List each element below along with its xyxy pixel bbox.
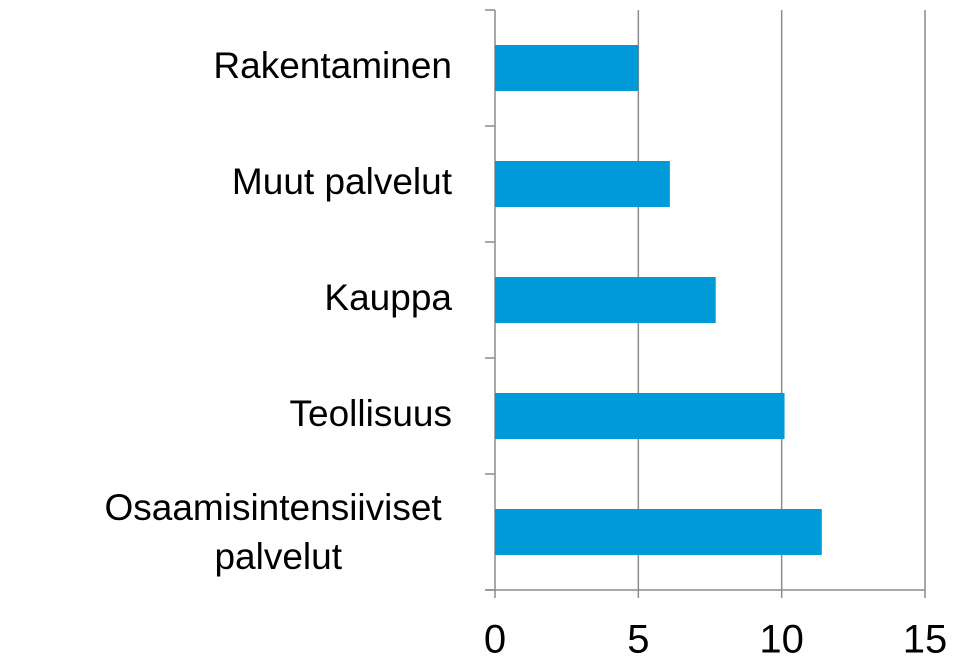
y-tick-label: Teollisuus (290, 393, 452, 434)
x-tick-label: 0 (484, 618, 506, 662)
y-tick-label: Muut palvelut (232, 161, 453, 202)
bar (495, 45, 639, 91)
bar (495, 161, 670, 207)
bar (495, 277, 716, 323)
x-tick-label: 5 (627, 618, 649, 662)
y-tick-label: Rakentaminen (213, 45, 452, 86)
y-tick-label: Osaamisintensiiviset palvelut (104, 487, 452, 577)
x-tick-label: 10 (759, 618, 804, 662)
bar (495, 393, 785, 439)
y-tick-label: Kauppa (324, 277, 452, 318)
bar (495, 509, 822, 555)
x-tick-label: 15 (903, 618, 948, 662)
